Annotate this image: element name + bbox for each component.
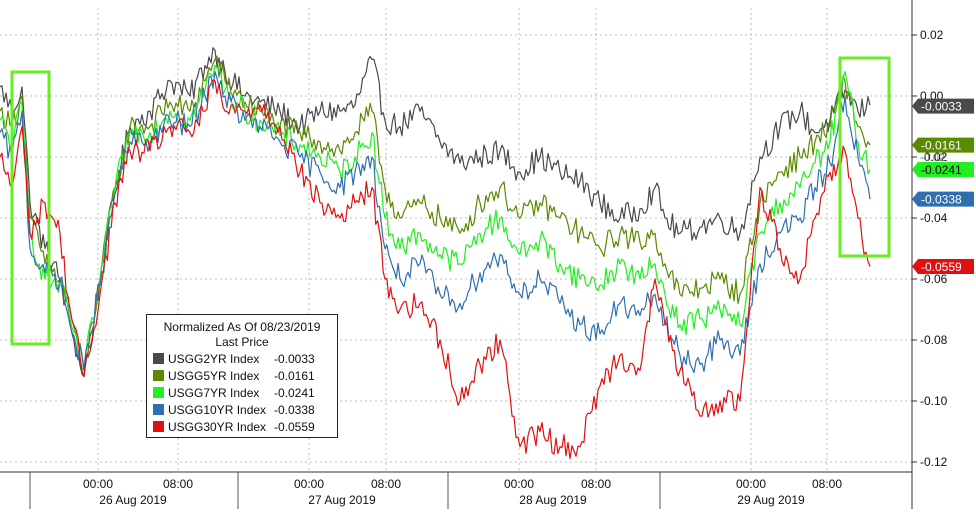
legend-series-value: -0.0241 [274, 385, 315, 400]
series-line-usgg30yr-index [0, 79, 871, 460]
last-value-tag-bg [912, 98, 974, 114]
series-line-usgg10yr-index [0, 71, 871, 374]
last-value-tag-text: -0.0559 [921, 260, 962, 274]
y-tick-label: -0.04 [920, 211, 948, 225]
y-tick-label: -0.12 [920, 455, 948, 469]
y-tick-label-hidden: -0.02 [920, 152, 945, 164]
legend-series-value: -0.0033 [274, 351, 315, 366]
highlight-box-right [838, 56, 891, 258]
x-time-label: 08:00 [812, 477, 842, 491]
y-tick-label: -0.06 [920, 272, 948, 286]
legend-row-2yr: USGG2YR Index -0.0033 [147, 350, 337, 367]
legend: Normalized As Of 08/23/2019 Last Price U… [146, 314, 338, 438]
x-time-label: 08:00 [371, 477, 401, 491]
last-value-tag-bg [912, 162, 974, 178]
x-day-label: 28 Aug 2019 [519, 493, 587, 507]
legend-series-name: USGG7YR Index [168, 385, 260, 400]
last-value-tag-bg [912, 137, 974, 153]
last-value-tag: -0.0033 [912, 98, 974, 114]
legend-series-name: USGG2YR Index [168, 351, 260, 366]
legend-series-name: USGG30YR Index [168, 419, 267, 434]
last-value-tag: -0.0338 [912, 191, 974, 207]
series-line-usgg2yr-index [0, 47, 871, 378]
legend-row-7yr: USGG7YR Index -0.0241 [147, 384, 337, 401]
last-value-tag-bg [912, 191, 974, 207]
legend-row-30yr: USGG30YR Index -0.0559 [147, 418, 337, 435]
series-line-usgg7yr-index [0, 64, 871, 372]
last-value-tag-text: -0.0161 [921, 139, 962, 153]
x-time-label: 00:00 [294, 477, 324, 491]
last-value-tag-bg [912, 258, 974, 274]
x-time-label: 08:00 [581, 477, 611, 491]
last-value-tag-text: -0.0033 [921, 100, 962, 114]
legend-series-value: -0.0161 [274, 368, 315, 383]
legend-title: Normalized As Of 08/23/2019 [163, 320, 321, 334]
highlight-box-left [10, 70, 51, 346]
legend-subtitle: Last Price [215, 335, 269, 349]
y-tick-label: -0.02 [920, 150, 948, 164]
x-day-label: 26 Aug 2019 [99, 493, 167, 507]
legend-series-name: USGG5YR Index [168, 368, 260, 383]
series-line-usgg5yr-index [0, 55, 871, 372]
x-time-label: 00:00 [736, 477, 766, 491]
last-value-tag: -0.0559 [912, 258, 974, 274]
legend-series-name: USGG10YR Index [168, 402, 267, 417]
x-time-label: 08:00 [163, 477, 193, 491]
y-tick-label: 0.02 [920, 28, 944, 42]
legend-swatch-7yr [153, 387, 164, 398]
last-value-tag-text: -0.0338 [921, 193, 962, 207]
legend-series-value: -0.0338 [274, 402, 315, 417]
last-value-tag-text: -0.0241 [921, 163, 962, 177]
legend-row-10yr: USGG10YR Index -0.0338 [147, 401, 337, 418]
y-tick-label: -0.08 [920, 333, 948, 347]
x-time-label: 00:00 [83, 477, 113, 491]
last-value-tag: -0.0241 [912, 162, 974, 178]
legend-swatch-2yr [153, 353, 164, 364]
x-day-label: 29 Aug 2019 [737, 493, 805, 507]
legend-row-5yr: USGG5YR Index -0.0161 [147, 367, 337, 384]
legend-swatch-30yr [153, 421, 164, 432]
y-tick-label: -0.10 [920, 394, 948, 408]
x-time-label: 00:00 [504, 477, 534, 491]
x-day-label: 27 Aug 2019 [308, 493, 376, 507]
legend-series-value: -0.0559 [274, 419, 315, 434]
legend-swatch-10yr [153, 404, 164, 415]
last-value-tag: -0.0161 [912, 137, 974, 153]
legend-swatch-5yr [153, 370, 164, 381]
